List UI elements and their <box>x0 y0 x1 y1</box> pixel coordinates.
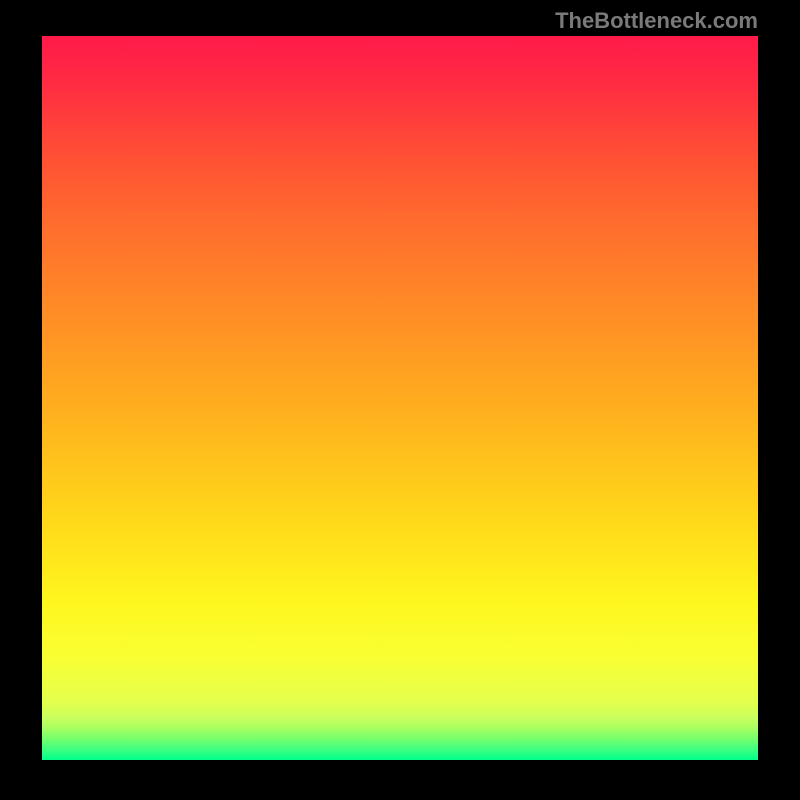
watermark-text: TheBottleneck.com <box>555 8 758 34</box>
gradient-background <box>42 36 758 760</box>
plot-area <box>42 36 758 760</box>
figure-canvas: TheBottleneck.com <box>0 0 800 800</box>
